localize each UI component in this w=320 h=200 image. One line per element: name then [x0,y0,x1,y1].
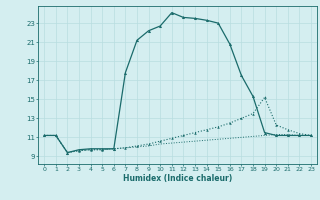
X-axis label: Humidex (Indice chaleur): Humidex (Indice chaleur) [123,174,232,183]
